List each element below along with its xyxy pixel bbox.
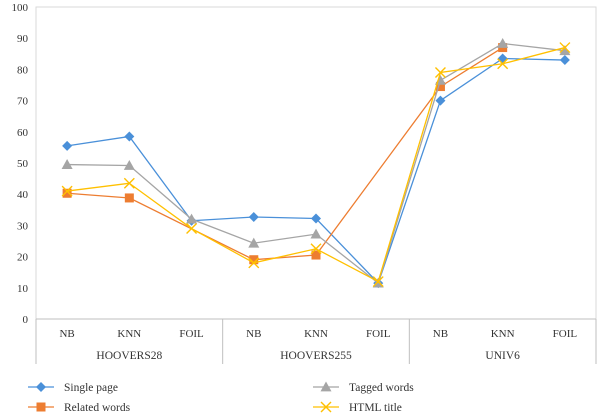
x-category-label: KNN [304, 328, 328, 340]
series-line [67, 42, 565, 285]
data-point [559, 45, 571, 56]
x-category-label: KNN [117, 328, 141, 340]
y-tick-label: 40 [17, 189, 29, 201]
legend: Single page Tagged words Related words HTML… [28, 381, 414, 414]
data-point [62, 140, 73, 151]
data-point [124, 193, 134, 203]
legend-marker [36, 402, 46, 412]
series-line [67, 47, 504, 261]
data-point [124, 131, 135, 142]
y-tick-label: 0 [23, 314, 29, 326]
x-category-label: FOIL [366, 328, 391, 340]
data-point [248, 237, 260, 248]
y-tick-label: 70 [17, 96, 29, 108]
x-category-label: NB [59, 328, 74, 340]
x-category-label: FOIL [179, 328, 204, 340]
legend-label: Tagged words [349, 382, 414, 394]
data-point [311, 250, 321, 260]
y-tick-label: 50 [17, 158, 29, 170]
plot-area [61, 38, 571, 289]
data-point [310, 243, 322, 255]
legend-item: Tagged words [313, 381, 414, 394]
data-point [372, 276, 384, 288]
data-point [186, 213, 198, 224]
data-point [186, 223, 198, 235]
x-category-label: NB [433, 328, 448, 340]
series-line [67, 46, 566, 283]
data-point [248, 257, 260, 269]
data-point [497, 38, 509, 48]
data-point [435, 82, 445, 92]
data-point [435, 95, 446, 106]
legend-label: HTML title [349, 402, 402, 414]
legend-label: Single page [64, 382, 118, 394]
plot-frame [35, 6, 597, 320]
data-point [249, 255, 259, 265]
x-category-label: KNN [491, 328, 515, 340]
legend-marker [36, 382, 46, 392]
legend-marker [320, 381, 332, 392]
data-point [123, 159, 135, 170]
y-tick-label: 80 [17, 64, 29, 76]
data-point [434, 67, 446, 79]
y-tick-label: 100 [12, 2, 29, 14]
x-axis-categories: NB KNN FOIL HOOVERS28 NB KNN FOIL HOOVERS255 NB K… [59, 328, 577, 362]
legend-item: Related words [28, 402, 131, 414]
legend-label: Related words [64, 402, 131, 414]
legend-item: HTML title [313, 401, 402, 414]
data-point [497, 53, 508, 64]
x-category-label: FOIL [553, 328, 578, 340]
legend-item: Single page [28, 382, 118, 394]
data-point [559, 42, 571, 54]
series-html-title [61, 42, 571, 288]
data-point [61, 185, 73, 197]
data-point [123, 177, 135, 189]
x-group-label: HOOVERS255 [280, 350, 352, 362]
y-tick-label: 10 [17, 283, 29, 295]
y-axis-ticks: 0 10 20 30 40 50 60 70 80 90 100 [12, 2, 29, 326]
x-group-label: UNIV6 [485, 350, 520, 362]
chart-axes [35, 6, 597, 364]
data-point [559, 55, 570, 66]
legend-marker [320, 401, 332, 413]
y-tick-label: 90 [17, 33, 29, 45]
data-point [62, 188, 72, 198]
data-point [311, 213, 321, 224]
data-point [310, 228, 322, 239]
data-point [497, 58, 509, 70]
y-tick-label: 30 [17, 220, 29, 232]
data-point [248, 211, 259, 222]
data-point [61, 159, 73, 169]
y-tick-label: 60 [17, 127, 29, 139]
y-tick-label: 20 [17, 252, 29, 264]
x-category-label: NB [246, 328, 261, 340]
series-tagged-words [61, 38, 571, 288]
x-group-label: HOOVERS28 [96, 350, 162, 362]
